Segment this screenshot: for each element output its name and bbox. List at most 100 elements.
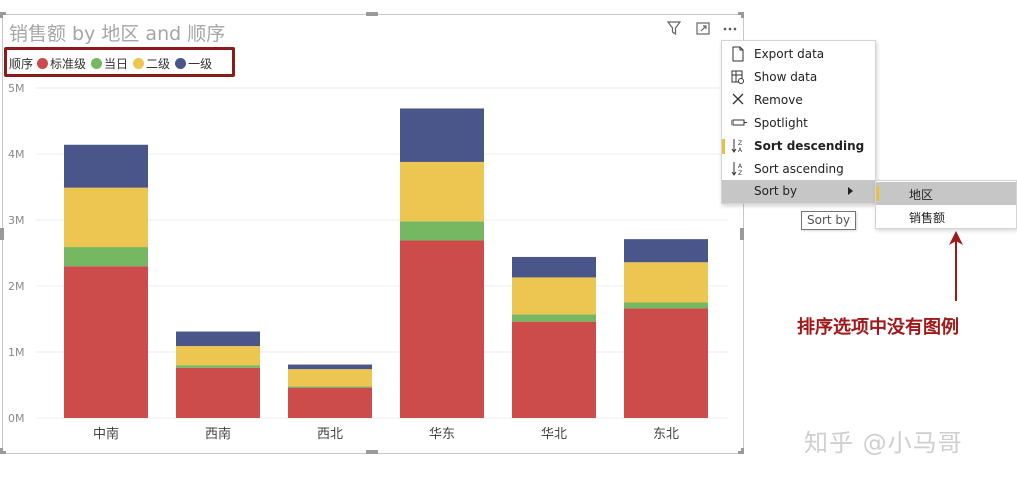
more-options-icon[interactable] (722, 20, 738, 36)
resize-handle-bottom[interactable] (366, 450, 378, 454)
resize-handle-top-right-v[interactable] (741, 12, 744, 18)
chart-title: 销售额 by 地区 and 顺序 (9, 23, 226, 45)
menu-item-export-data[interactable]: Export data (722, 43, 875, 66)
y-tick-label: 4M (8, 148, 25, 161)
bar-segment-华东-二级[interactable] (400, 161, 484, 222)
bar-segment-华北-标准级[interactable] (512, 321, 596, 418)
bar-segment-东北-一级[interactable] (624, 239, 708, 263)
bar-segment-西北-标准级[interactable] (288, 387, 372, 418)
stacked-bar-chart: 0M 1M 2M 3M 4M 5M 中南 西南 西北 华东 华北 东北 (8, 82, 728, 442)
filter-icon[interactable] (666, 20, 682, 36)
svg-text:Z: Z (738, 140, 742, 147)
submenu-item-sales[interactable]: 销售额 (876, 205, 1016, 228)
annotation-text: 排序选项中没有图例 (797, 317, 959, 338)
bar-segment-西南-二级[interactable] (176, 346, 260, 366)
svg-text:A: A (738, 163, 743, 170)
submenu-item-region[interactable]: 地区 (876, 182, 1016, 205)
bar-segment-中南-标准级[interactable] (64, 266, 148, 418)
legend-item-series-3[interactable]: 一级 (175, 55, 212, 72)
submenu-label: 销售额 (909, 211, 946, 225)
export-data-icon (731, 46, 745, 62)
legend-dot (91, 58, 103, 69)
x-tick-label: 华北 (541, 427, 567, 442)
legend-item-series-0[interactable]: 标准级 (37, 55, 86, 72)
bar-segment-西南-一级[interactable] (176, 331, 260, 347)
menu-label: Export data (754, 47, 825, 61)
resize-handle-left[interactable] (0, 228, 4, 240)
resize-handle-top-left[interactable] (0, 12, 6, 15)
filter-icon-glyph (666, 21, 682, 36)
y-tick-label: 2M (8, 280, 25, 293)
bar-segment-华北-当日[interactable] (512, 314, 596, 322)
selected-marker (722, 139, 725, 154)
legend-dot (37, 58, 49, 69)
bar-segment-东北-二级[interactable] (624, 262, 708, 303)
sort-by-submenu: 地区 销售额 (875, 180, 1017, 229)
tooltip: Sort by (801, 211, 857, 230)
menu-label: Sort ascending (754, 162, 844, 176)
x-tick-label: 西南 (205, 426, 231, 442)
bar-segment-中南-一级[interactable] (64, 144, 148, 188)
bar-segment-华东-当日[interactable] (400, 221, 484, 241)
watermark: 知乎 @小马哥 (804, 429, 963, 457)
x-tick-label: 中南 (93, 426, 119, 442)
show-data-icon (731, 69, 745, 85)
legend-dot (133, 58, 145, 69)
x-tick-label: 华东 (429, 427, 455, 442)
svg-text:A: A (738, 147, 743, 154)
legend-item-series-1[interactable]: 当日 (91, 55, 128, 72)
bar-segment-中南-当日[interactable] (64, 247, 148, 267)
y-tick-label: 3M (8, 214, 25, 227)
resize-handle-bottom-left[interactable] (0, 451, 6, 454)
resize-handle-top-left-v[interactable] (0, 12, 3, 18)
resize-handle-right[interactable] (740, 228, 744, 240)
bar-segment-西北-二级[interactable] (288, 369, 372, 387)
bar-segment-西南-标准级[interactable] (176, 367, 260, 418)
y-tick-label: 0M (8, 412, 25, 425)
bar-segment-东北-当日[interactable] (624, 302, 708, 309)
menu-item-show-data[interactable]: Show data (722, 66, 875, 89)
more-options-icon-glyph (723, 27, 737, 31)
focus-mode-icon[interactable] (695, 20, 711, 36)
legend-item-series-2[interactable]: 二级 (133, 55, 170, 72)
x-tick-label: 西北 (317, 427, 343, 442)
menu-item-remove[interactable]: Remove (722, 89, 875, 112)
annotation-arrow-icon (949, 231, 963, 301)
bar-segment-西北-当日[interactable] (288, 386, 372, 388)
bar-segment-华北-一级[interactable] (512, 256, 596, 278)
menu-item-spotlight[interactable]: Spotlight (722, 112, 875, 135)
y-tick-label: 5M (8, 82, 25, 95)
resize-handle-top[interactable] (366, 12, 378, 16)
bar-segment-华东-一级[interactable] (400, 108, 484, 162)
resize-handle-bottom-left-v[interactable] (0, 448, 3, 454)
submenu-label: 地区 (909, 188, 934, 202)
remove-icon (731, 92, 745, 108)
menu-label: Remove (754, 93, 803, 107)
bar-segment-西南-当日[interactable] (176, 365, 260, 368)
legend-label: 二级 (146, 57, 171, 71)
svg-text:Z: Z (738, 170, 742, 177)
menu-label: Spotlight (754, 116, 808, 130)
bar-segment-华北-二级[interactable] (512, 277, 596, 315)
legend-label: 标准级 (50, 57, 87, 71)
legend-label: 当日 (104, 57, 129, 71)
menu-label: Sort descending (754, 139, 865, 153)
bar-segment-西北-一级[interactable] (288, 364, 372, 370)
focus-mode-icon-glyph (696, 22, 710, 35)
legend: 顺序 标准级 当日 二级 一级 (9, 55, 217, 72)
resize-handle-bottom-right-v[interactable] (741, 448, 744, 454)
x-tick-label: 东北 (653, 427, 679, 442)
context-menu: Export data Show data Remove Spotlight Z… (721, 40, 876, 204)
legend-title: 顺序 (9, 57, 34, 71)
legend-label: 一级 (188, 57, 213, 71)
menu-item-sort-by[interactable]: Sort by (722, 180, 875, 203)
spotlight-icon (730, 115, 747, 131)
bar-segment-中南-二级[interactable] (64, 187, 148, 248)
bar-segment-华东-标准级[interactable] (400, 240, 484, 418)
menu-label: Show data (754, 70, 818, 84)
bar-segment-东北-标准级[interactable] (624, 308, 708, 418)
